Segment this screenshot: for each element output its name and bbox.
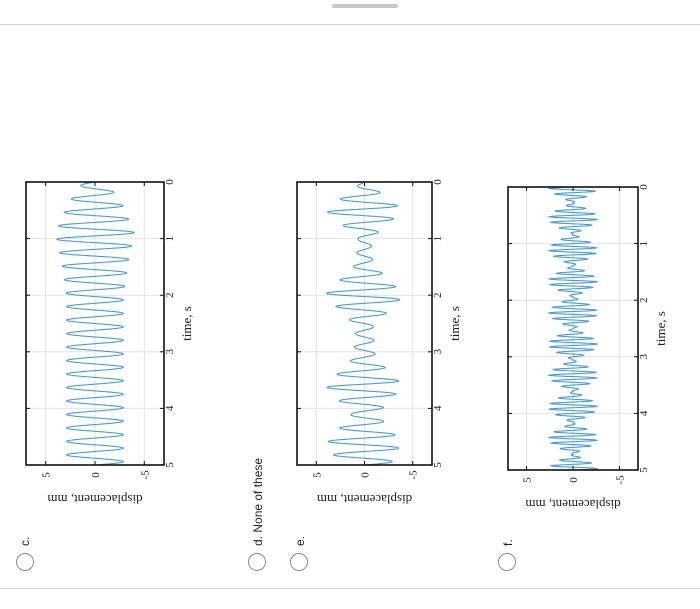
time-tick-label: 0 xyxy=(164,179,176,185)
option-d-radio[interactable] xyxy=(248,553,266,571)
time-tick-label: 3 xyxy=(164,349,176,355)
time-tick-label: 5 xyxy=(638,467,650,473)
chart-f: 0 1 2 3 4 5 5 0 -5 time, s displacement, mm xyxy=(507,184,668,512)
time-tick-label: 4 xyxy=(164,405,176,411)
displacement-tick-label: 5 xyxy=(311,472,323,478)
signal-line xyxy=(56,181,135,466)
y-axis-label: displacement, mm xyxy=(317,492,412,507)
top-divider xyxy=(0,24,700,25)
chart-c: 0 1 2 3 4 5 5 0 -5 time, s displacement, mm xyxy=(25,179,194,507)
option-c-label: c. xyxy=(18,536,32,546)
time-tick-label: 0 xyxy=(638,184,650,190)
displacement-tick-label: 5 xyxy=(522,477,534,483)
time-tick-label: 5 xyxy=(164,462,176,468)
time-tick-label: 1 xyxy=(432,236,444,242)
displacement-tick-label: 0 xyxy=(568,477,580,483)
displacement-tick-label: 0 xyxy=(90,472,102,478)
time-tick-label: 2 xyxy=(638,297,650,303)
option-d-text: None of these xyxy=(251,457,265,533)
displacement-tick-label: -5 xyxy=(408,470,420,480)
option-e-radio[interactable] xyxy=(290,553,308,571)
signal-line xyxy=(325,181,401,466)
chart-e: 0 1 2 3 4 5 5 0 -5 time, s displacement, mm xyxy=(296,179,462,507)
time-tick-label: 4 xyxy=(638,410,650,416)
option-f-radio[interactable] xyxy=(498,553,516,571)
x-axis-label: time, s xyxy=(179,306,194,341)
time-tick-label: 5 xyxy=(432,462,444,468)
sheet-handle[interactable] xyxy=(332,4,398,8)
x-axis-label: time, s xyxy=(653,311,668,346)
time-tick-label: 1 xyxy=(638,241,650,247)
option-d-label: d. None of these xyxy=(251,458,265,546)
time-tick-label: 1 xyxy=(164,236,176,242)
bottom-divider xyxy=(0,588,700,589)
displacement-tick-label: 5 xyxy=(41,472,53,478)
y-axis-label: displacement, mm xyxy=(525,497,620,512)
option-d-letter: d. xyxy=(251,535,265,546)
option-c-radio[interactable] xyxy=(16,553,34,571)
displacement-tick-label: -5 xyxy=(139,470,151,480)
time-tick-label: 3 xyxy=(638,354,650,360)
time-tick-label: 3 xyxy=(432,349,444,355)
time-tick-label: 2 xyxy=(432,292,444,298)
displacement-tick-label: 0 xyxy=(360,472,372,478)
x-axis-label: time, s xyxy=(447,306,462,341)
time-tick-label: 0 xyxy=(432,179,444,185)
signal-line xyxy=(547,186,599,471)
option-e-label: e. xyxy=(293,535,307,546)
displacement-tick-label: -5 xyxy=(614,475,626,485)
y-axis-label: displacement, mm xyxy=(47,492,142,507)
time-tick-label: 4 xyxy=(432,405,444,411)
time-tick-label: 2 xyxy=(164,292,176,298)
option-f-label: f. xyxy=(501,539,515,546)
